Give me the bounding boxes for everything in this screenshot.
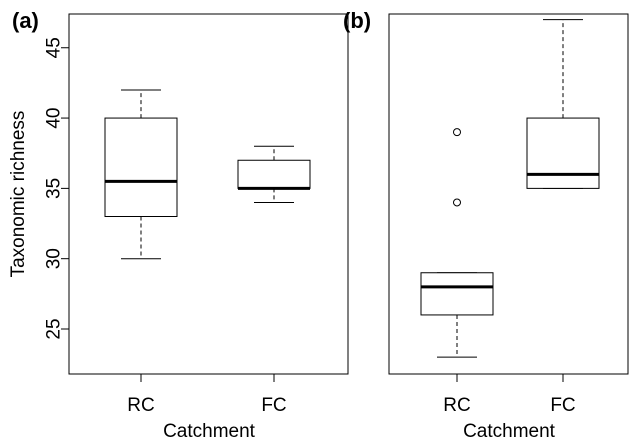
plot-frame — [388, 13, 629, 375]
outlier-point — [453, 128, 461, 137]
iqr-box — [237, 159, 311, 189]
box-rc — [420, 128, 494, 358]
iqr-box — [526, 117, 600, 189]
panel-b: (b) RC FC Catchment — [343, 8, 629, 442]
y-tick-label: 45 — [44, 37, 65, 58]
y-axis-title: Taxonomic richness — [8, 111, 29, 278]
x-tick-label: FC — [261, 395, 286, 416]
box-fc — [526, 19, 600, 189]
x-tick-label: RC — [127, 395, 154, 416]
axes: RC FC 25 30 35 40 45 — [44, 37, 287, 416]
panel-label: (a) — [12, 8, 39, 33]
y-tick-label: 40 — [44, 107, 65, 128]
panel-label: (b) — [343, 8, 371, 33]
iqr-box — [420, 272, 494, 316]
y-tick-label: 35 — [44, 178, 65, 199]
axes: RC FC — [443, 374, 576, 416]
x-axis-title: Catchment — [163, 421, 256, 442]
box-series — [420, 19, 600, 358]
panel-a: (a) RC FC 25 30 35 40 45 Taxonomic richness Ca… — [8, 8, 349, 442]
iqr-box — [104, 117, 178, 217]
box-series — [104, 89, 311, 260]
x-tick-label: FC — [550, 395, 575, 416]
box-fc — [237, 145, 311, 203]
plot-frame — [68, 13, 349, 375]
x-axis-title: Catchment — [463, 421, 556, 442]
outlier-point — [453, 198, 461, 207]
y-tick-label: 25 — [44, 318, 65, 339]
box-rc — [104, 89, 178, 260]
y-tick-label: 30 — [44, 248, 65, 269]
x-tick-label: RC — [443, 395, 470, 416]
